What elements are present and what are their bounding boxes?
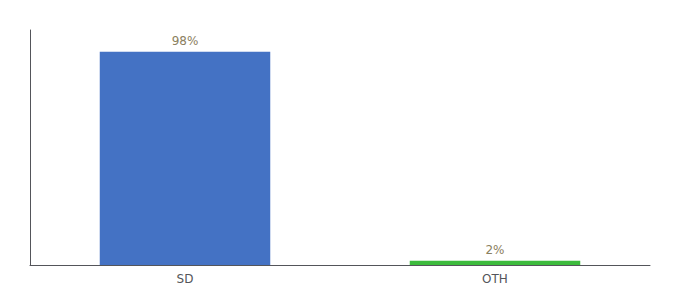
svg-text:SD: SD	[177, 272, 194, 286]
svg-text:98%: 98%	[172, 34, 199, 48]
svg-text:2%: 2%	[485, 243, 504, 257]
svg-text:OTH: OTH	[482, 272, 508, 286]
